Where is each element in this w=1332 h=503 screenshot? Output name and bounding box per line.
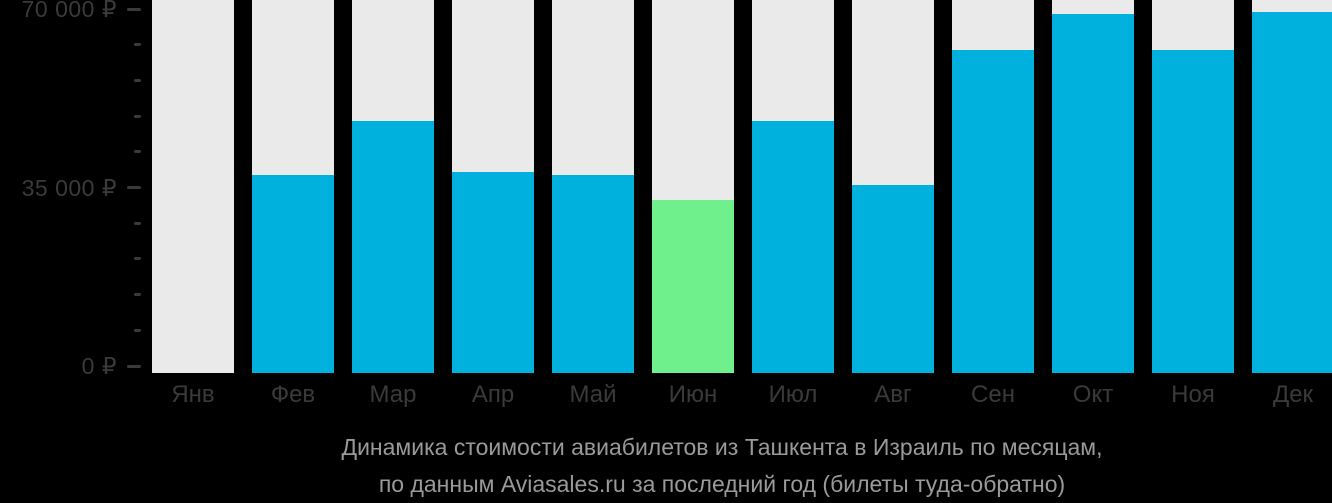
y-tick-minor [134,221,141,225]
chart-caption: Динамика стоимости авиабилетов из Ташкен… [92,429,1332,503]
bar-column-2 [252,0,334,373]
bar-10[interactable] [1052,14,1134,373]
y-tick-minor [134,293,141,297]
x-label-3: Мар [369,381,417,408]
bar-9[interactable] [952,50,1034,373]
bar-column-10 [1052,0,1134,373]
bar-5[interactable] [552,175,634,373]
bar-6[interactable] [652,200,734,373]
x-label-8: Авг [874,381,912,408]
y-tick-minor [134,257,141,261]
bar-column-12 [1252,0,1332,373]
bar-column-6 [652,0,734,373]
y-tick-minor [134,150,141,154]
bar-column-3 [352,0,434,373]
bar-2[interactable] [252,175,334,373]
bar-11[interactable] [1152,50,1234,373]
caption-line-1: Динамика стоимости авиабилетов из Ташкен… [341,434,1103,460]
bar-column-8 [852,0,934,373]
bar-column-7 [752,0,834,373]
bar-column-9 [952,0,1034,373]
bar-column-11 [1152,0,1234,373]
y-tick-major [127,186,141,189]
x-label-6: Июн [668,381,718,408]
x-label-12: Дек [1272,381,1314,408]
x-label-9: Сен [971,381,1015,408]
bar-7[interactable] [752,121,834,373]
x-label-4: Апр [471,381,515,408]
bar-12[interactable] [1252,12,1332,373]
bar-column-5 [552,0,634,373]
y-tick-major [127,7,141,11]
x-label-10: Окт [1072,381,1114,408]
bar-column-1 [152,0,234,373]
bar-4[interactable] [452,172,534,373]
y-tick-minor [134,114,141,118]
y-tick-minor [134,328,141,332]
bar-8[interactable] [852,185,934,373]
bar-3[interactable] [352,121,434,373]
y-tick-minor [134,43,141,47]
x-label-11: Ноя [1171,381,1215,408]
bar-column-4 [452,0,534,373]
y-axis-label-2: 0 ₽ [81,353,117,379]
x-label-1: Янв [171,381,215,408]
caption-line-2: по данным Aviasales.ru за последний год … [378,471,1066,497]
y-tick-minor [134,78,141,82]
y-axis-label-0: 70 000 ₽ [21,0,117,22]
y-axis-label-1: 35 000 ₽ [21,174,117,201]
y-tick-major [127,364,141,368]
x-label-2: Фев [270,381,316,408]
x-label-7: Июл [768,381,818,408]
x-label-5: Май [569,381,617,408]
